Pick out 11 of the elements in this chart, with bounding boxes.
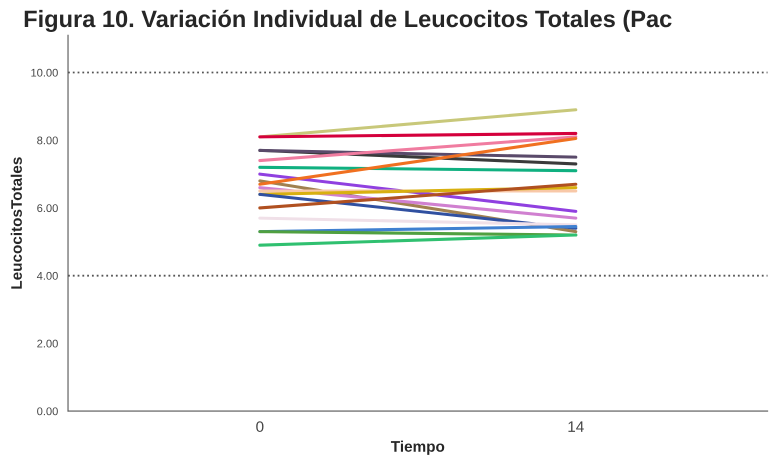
chart-title: Figura 10. Variación Individual de Leucocitos Totales (Pac	[24, 10, 672, 32]
y-tick-label: 2.00	[37, 340, 58, 348]
y-axis-title: LeucocitosTotales	[10, 157, 22, 289]
y-tick-label: 6.00	[37, 204, 58, 212]
y-tick-label: 4.00	[36, 272, 58, 280]
x-axis-title: Tiempo	[390, 440, 444, 455]
y-tick-label: 0.00	[37, 407, 58, 416]
y-tick-label: 8.00	[37, 136, 58, 144]
x-tick-label: 0	[256, 421, 264, 432]
y-tick-label: 10.00	[31, 68, 58, 77]
x-tick-label: 14	[568, 421, 584, 432]
